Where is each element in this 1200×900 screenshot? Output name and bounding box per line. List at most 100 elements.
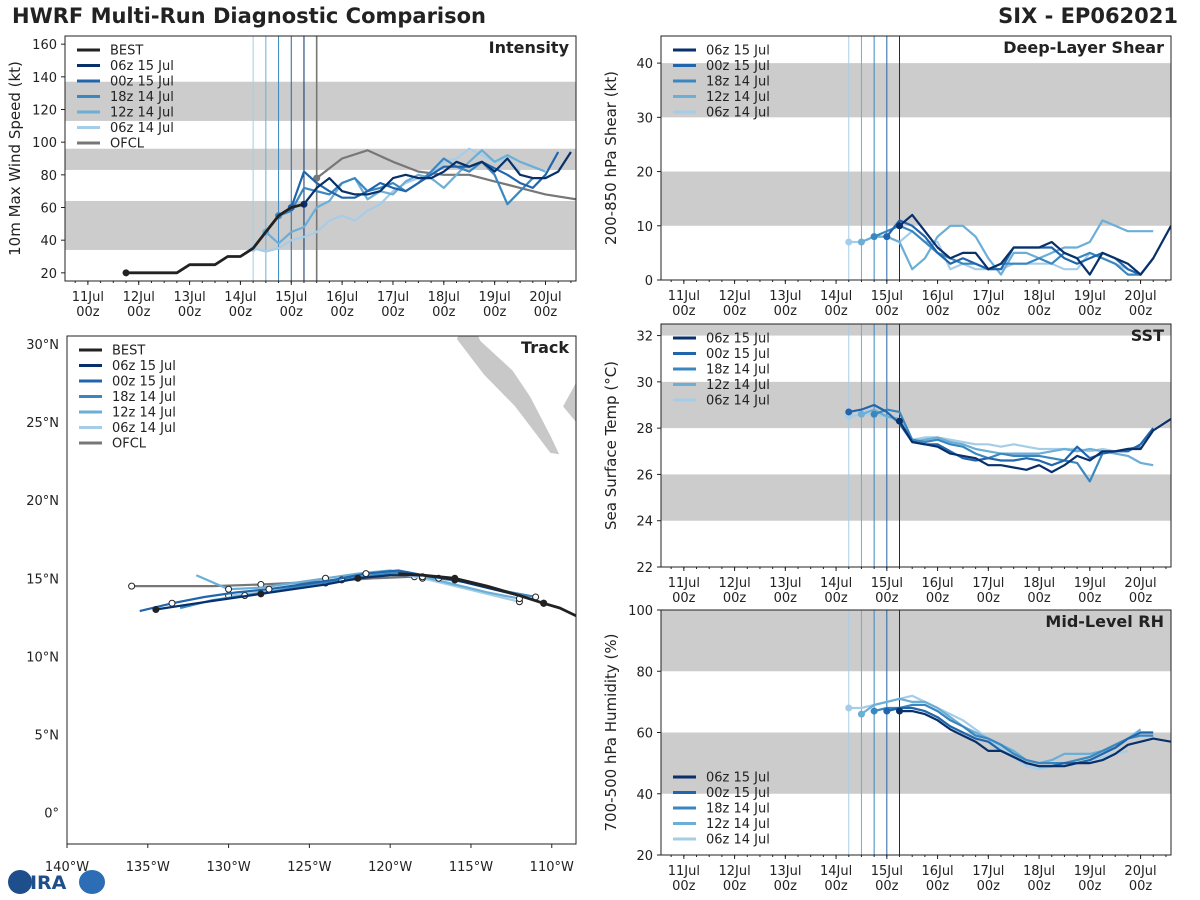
x-tick-label: 00z [875, 879, 899, 894]
y-tick-label: 20 [636, 849, 653, 864]
legend-label-00z-15-jul: 00z 15 Jul [110, 75, 174, 90]
track-point-best [451, 574, 459, 582]
panel-title: Deep-Layer Shear [1003, 38, 1164, 57]
mainland-mexico-landmass [563, 382, 576, 422]
y-axis-label: Sea Surface Temp (°C) [602, 361, 620, 530]
x-tick-label: 00z [229, 305, 253, 320]
x-tick-label: 00z [824, 591, 848, 606]
legend-label-00z-15-jul: 00z 15 Jul [706, 59, 770, 74]
intensity-plot-area [65, 36, 576, 281]
x-tick-label: 18Jul [428, 290, 460, 305]
x-tick-label: 110°W [530, 860, 574, 875]
x-tick-label: 15Jul [871, 864, 903, 879]
threshold-band-1 [661, 610, 1171, 672]
x-tick-label: 00z [280, 305, 304, 320]
y-tick-label: 40 [40, 234, 57, 249]
legend-label-06z-14-jul: 06z 14 Jul [706, 833, 770, 848]
panel-rh: 11Jul00z12Jul00z13Jul00z14Jul00z15Jul00z… [602, 604, 1172, 894]
legend-label-ofcl: OFCL [112, 437, 147, 452]
x-tick-label: 00z [76, 305, 100, 320]
y-tick-label: 100 [32, 136, 57, 151]
x-tick-label: 17Jul [972, 576, 1004, 591]
y-tick-label: 60 [636, 727, 653, 742]
x-tick-label: 15Jul [275, 290, 307, 305]
x-tick-label: 00z [127, 305, 151, 320]
x-tick-label: 16Jul [921, 289, 953, 304]
x-tick-label: 00z [1027, 591, 1051, 606]
x-tick-label: 00z [977, 879, 1001, 894]
legend-label-00z-15-jul: 00z 15 Jul [706, 786, 770, 801]
y-tick-label: 22 [636, 561, 653, 576]
y-tick-label: 60 [40, 202, 57, 217]
cira-globe-icon [8, 870, 32, 894]
x-tick-label: 140°W [45, 860, 89, 875]
y-tick-label: 140 [32, 71, 57, 86]
y-tick-label: 40 [636, 57, 653, 72]
x-tick-label: 00z [723, 304, 747, 319]
x-tick-label: 00z [178, 305, 202, 320]
x-tick-label: 13Jul [769, 864, 801, 879]
x-tick-label: 00z [1078, 591, 1102, 606]
y-tick-label: 5°N [35, 729, 60, 744]
series-start-point-12z-14-jul [857, 410, 865, 418]
series-start-point-18z-14-jul [870, 410, 878, 418]
series-line-06z-15-jul [899, 709, 1171, 768]
legend-label-12z-14-jul: 12z 14 Jul [706, 90, 770, 105]
y-tick-label: 26 [636, 468, 653, 483]
panel-track: 140°W 135°W 130°W 125°W 120°W 115°W 110°W 0° 5°N… [26, 335, 577, 875]
track-point-06z-15-jul [152, 606, 160, 614]
series-start-point-06z-15-jul [896, 417, 904, 425]
sst-frame [660, 323, 1172, 568]
threshold-band-1 [661, 63, 1171, 118]
threshold-band-2 [65, 81, 576, 121]
page-title: HWRF Multi-Run Diagnostic Comparison [12, 4, 487, 28]
y-tick-label: 40 [636, 788, 653, 803]
x-tick-label: 16Jul [921, 576, 953, 591]
x-tick-label: 00z [977, 591, 1001, 606]
cira-logo: CIRA [8, 870, 105, 894]
threshold-band-2 [661, 324, 1171, 336]
legend-label-12z-14-jul: 12z 14 Jul [706, 378, 770, 393]
y-tick-label: 28 [636, 422, 653, 437]
x-tick-label: 00z [483, 305, 507, 320]
y-tick-label: 80 [40, 169, 57, 184]
series-start-point-ofcl [313, 174, 321, 182]
x-tick-label: 14Jul [224, 290, 256, 305]
x-tick-label: 00z [723, 879, 747, 894]
track-point-ofcl [128, 582, 136, 590]
x-tick-label: 18Jul [1023, 289, 1055, 304]
legend-label-06z-14-jul: 06z 14 Jul [110, 121, 174, 136]
series-start-point-00z-15-jul [883, 707, 891, 715]
y-tick-label: 10°N [26, 650, 59, 665]
x-tick-label: 00z [1129, 591, 1153, 606]
x-tick-label: 20Jul [1124, 576, 1156, 591]
series-start-point-06z-15-jul [896, 222, 904, 230]
x-tick-label: 00z [432, 305, 456, 320]
y-tick-label: 30 [636, 376, 653, 391]
threshold-band-0 [661, 171, 1171, 226]
series-line-best [126, 202, 305, 275]
legend-label-best: BEST [110, 44, 143, 59]
y-axis-label: 10m Max Wind Speed (kt) [6, 61, 24, 256]
series-start-point-12z-14-jul [857, 710, 865, 718]
x-tick-label: 00z [774, 879, 798, 894]
track-point-00z-15-jul [362, 570, 370, 578]
baja-california-landmass [455, 336, 561, 456]
legend-label-06z-15-jul: 06z 15 Jul [706, 771, 770, 786]
track-point-12z-14-jul [225, 585, 233, 593]
y-tick-label: 0 [645, 274, 653, 289]
y-tick-label: 20 [636, 166, 653, 181]
x-tick-label: 18Jul [1023, 864, 1055, 879]
x-tick-label: 120°W [368, 860, 412, 875]
x-tick-label: 125°W [287, 860, 331, 875]
y-tick-label: 25°N [26, 416, 59, 431]
x-tick-label: 12Jul [718, 289, 750, 304]
y-tick-label: 15°N [26, 572, 59, 587]
intensity-frame [64, 35, 577, 282]
x-tick-label: 17Jul [972, 289, 1004, 304]
x-tick-label: 00z [926, 304, 950, 319]
x-tick-label: 12Jul [718, 576, 750, 591]
cira-emblem-icon [79, 870, 105, 894]
series-line-12z-14-jul [195, 569, 520, 600]
